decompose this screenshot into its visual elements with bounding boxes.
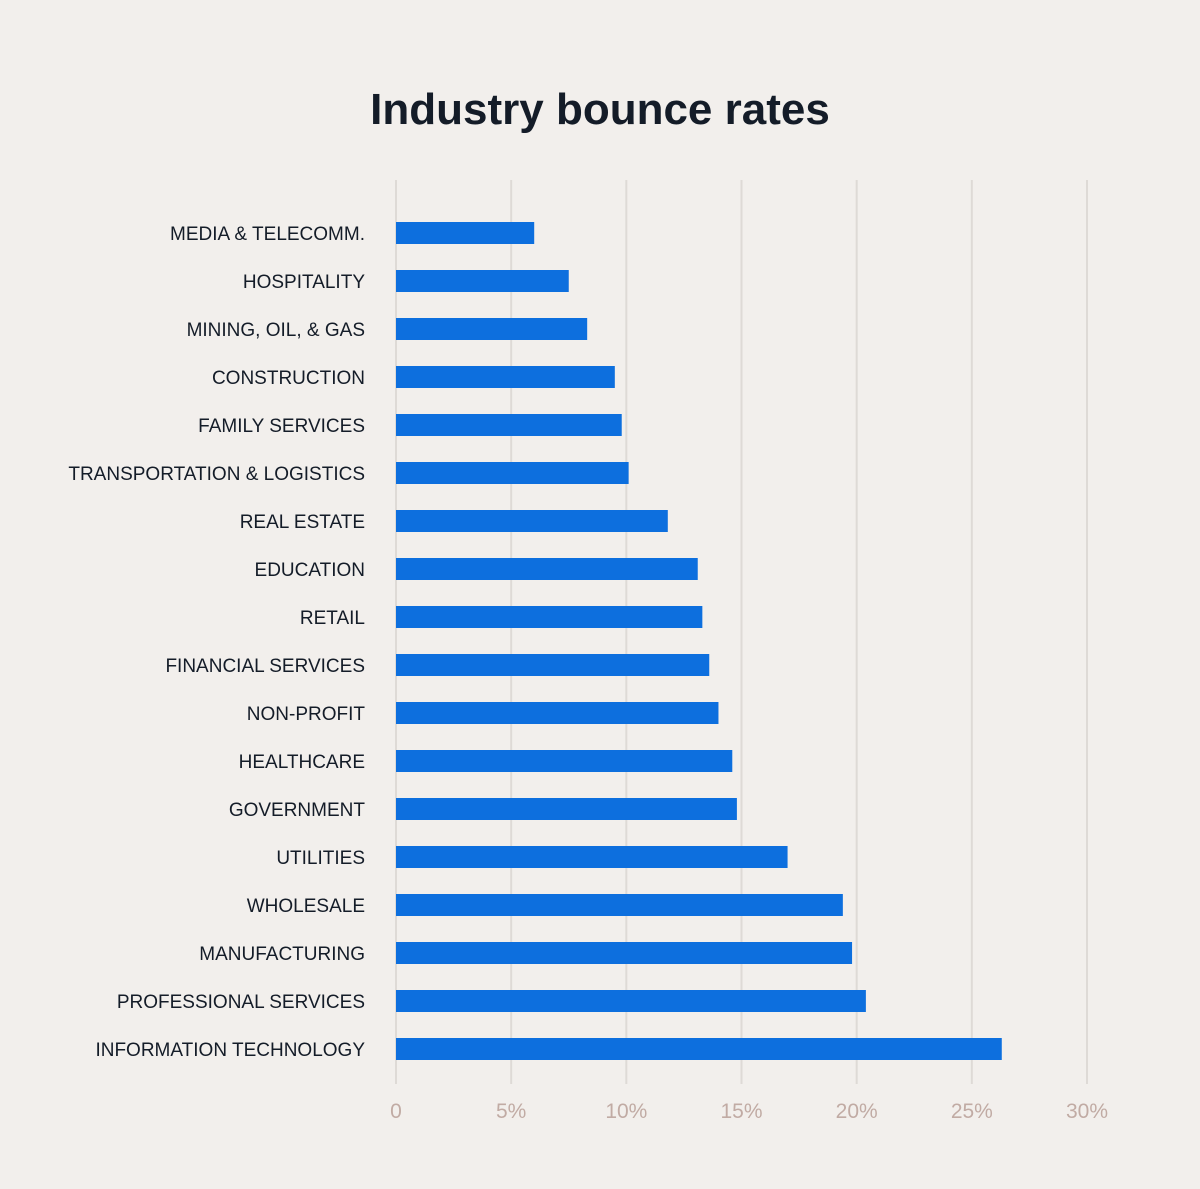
x-tick-label: 10%: [605, 1100, 647, 1123]
bar: [396, 1038, 1002, 1060]
category-label: FINANCIAL SERVICES: [165, 656, 365, 677]
x-tick-label: 20%: [836, 1100, 878, 1123]
category-label: REAL ESTATE: [240, 512, 365, 533]
x-tick-label: 0: [390, 1100, 402, 1123]
bar: [396, 414, 622, 436]
x-tick-label: 30%: [1066, 1100, 1108, 1123]
category-label: MINING, OIL, & GAS: [187, 320, 365, 341]
bar: [396, 606, 703, 628]
category-label: UTILITIES: [276, 848, 365, 869]
category-label: NON-PROFIT: [247, 704, 366, 725]
x-tick-label: 5%: [496, 1100, 526, 1123]
bar: [396, 222, 535, 244]
category-label: PROFESSIONAL SERVICES: [117, 992, 365, 1013]
category-label: WHOLESALE: [247, 896, 365, 917]
bar: [396, 846, 788, 868]
tick-label-layer: 0 5% 10% 15% 20% 25% 30%: [390, 1100, 1108, 1123]
category-label: HOSPITALITY: [243, 272, 365, 293]
bar: [396, 462, 629, 484]
category-label: GOVERNMENT: [229, 800, 366, 821]
bar: [396, 702, 719, 724]
category-label: INFORMATION TECHNOLOGY: [95, 1040, 365, 1061]
category-label-layer: MEDIA & TELECOMM. HOSPITALITY MINING, OIL,…: [68, 224, 365, 1061]
category-label: FAMILY SERVICES: [198, 416, 365, 437]
bar: [396, 990, 866, 1012]
bar: [396, 558, 698, 580]
category-label: RETAIL: [300, 608, 365, 629]
category-label: CONSTRUCTION: [212, 368, 365, 389]
category-label: TRANSPORTATION & LOGISTICS: [68, 464, 365, 485]
bar: [396, 750, 733, 772]
bar: [396, 894, 843, 916]
bar-layer: [396, 222, 1002, 1060]
category-label: MEDIA & TELECOMM.: [170, 224, 365, 245]
bar: [396, 942, 853, 964]
x-tick-label: 15%: [720, 1100, 762, 1123]
bar: [396, 654, 710, 676]
x-tick-label: 25%: [951, 1100, 993, 1123]
category-label: MANUFACTURING: [199, 944, 365, 965]
category-label: EDUCATION: [255, 560, 365, 581]
bar: [396, 798, 737, 820]
category-label: HEALTHCARE: [239, 752, 365, 773]
bar: [396, 318, 588, 340]
bar: [396, 270, 569, 292]
chart-title: Industry bounce rates: [370, 85, 830, 134]
bar: [396, 510, 668, 532]
bar: [396, 366, 615, 388]
